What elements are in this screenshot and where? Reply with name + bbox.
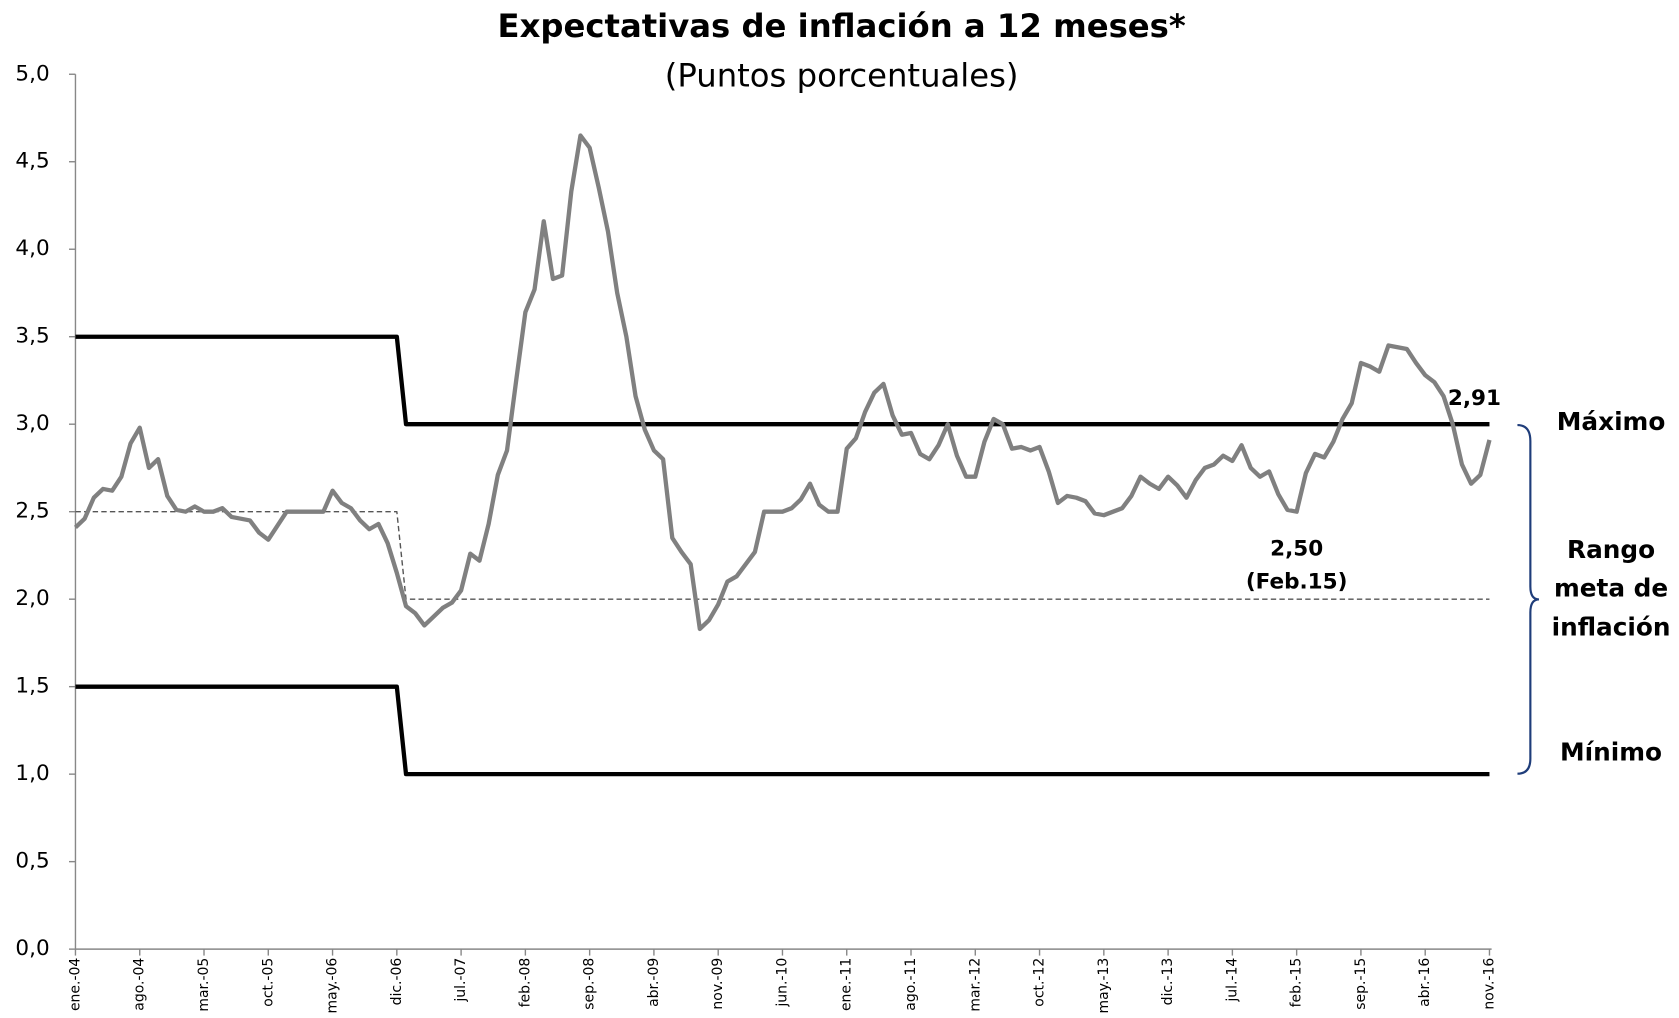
range-brace (1517, 423, 1540, 775)
x-tick-label: nov.-16 (1481, 958, 1497, 1010)
y-tick-label: 0,5 (15, 849, 49, 874)
range-label: inflación (1552, 612, 1671, 641)
x-tick-label: feb.-08 (517, 958, 533, 1008)
x-tick-label: abr.-16 (1417, 958, 1433, 1007)
line-series (75, 334, 1490, 427)
range-label: Rango (1567, 535, 1655, 564)
x-tick-label: feb.-15 (1289, 958, 1305, 1008)
y-tick-label: 1,5 (15, 674, 49, 699)
x-tick-label: dic.-13 (1160, 958, 1176, 1006)
y-tick-label: 3,0 (15, 411, 49, 436)
x-tick-label: jun.-10 (774, 958, 790, 1008)
line-series (75, 684, 1490, 777)
y-tick-label: 0,0 (15, 936, 49, 961)
x-tick-label: jul.-14 (1224, 958, 1240, 1003)
y-tick-label: 3,5 (15, 324, 49, 349)
x-tick-label: sep.-15 (1353, 958, 1369, 1010)
range-label: Máximo (1557, 407, 1666, 436)
range-label: meta de (1554, 574, 1668, 603)
x-tick-label: mar.-12 (967, 958, 983, 1012)
x-tick-label: ago.-04 (132, 958, 148, 1011)
x-tick-label: ene.-11 (839, 958, 855, 1011)
chart-title: Expectativas de inflación a 12 meses* (498, 7, 1186, 45)
x-tick-label: may.-13 (1096, 958, 1112, 1014)
x-tick-label: abr.-09 (646, 958, 662, 1007)
y-tick-label: 2,0 (15, 586, 49, 611)
y-tick-label: 5,0 (15, 61, 49, 86)
y-tick-label: 1,0 (15, 761, 49, 786)
x-tick-label: jul.-07 (453, 958, 469, 1003)
x-tick-label: sep.-08 (582, 958, 598, 1010)
x-tick-label: mar.-05 (196, 958, 212, 1012)
range-label: Mínimo (1560, 737, 1662, 766)
annotation: (Feb.15) (1246, 570, 1348, 595)
y-tick-label: 4,0 (15, 236, 49, 261)
y-tick-label: 4,5 (15, 149, 49, 174)
chart-subtitle: (Puntos porcentuales) (665, 56, 1019, 94)
x-tick-label: ago.-11 (903, 958, 919, 1011)
x-tick-label: dic.-06 (389, 958, 405, 1006)
x-tick-label: nov.-09 (710, 958, 726, 1010)
x-tick-label: oct.-12 (1032, 958, 1048, 1007)
x-tick-label: ene.-04 (67, 958, 83, 1011)
x-tick-label: oct.-05 (260, 958, 276, 1007)
line-series (73, 133, 1492, 632)
x-tick-label: may.-06 (325, 958, 341, 1014)
annotation: 2,50 (1270, 536, 1323, 561)
annotation: 2,91 (1448, 386, 1501, 411)
y-tick-label: 2,5 (15, 499, 49, 524)
